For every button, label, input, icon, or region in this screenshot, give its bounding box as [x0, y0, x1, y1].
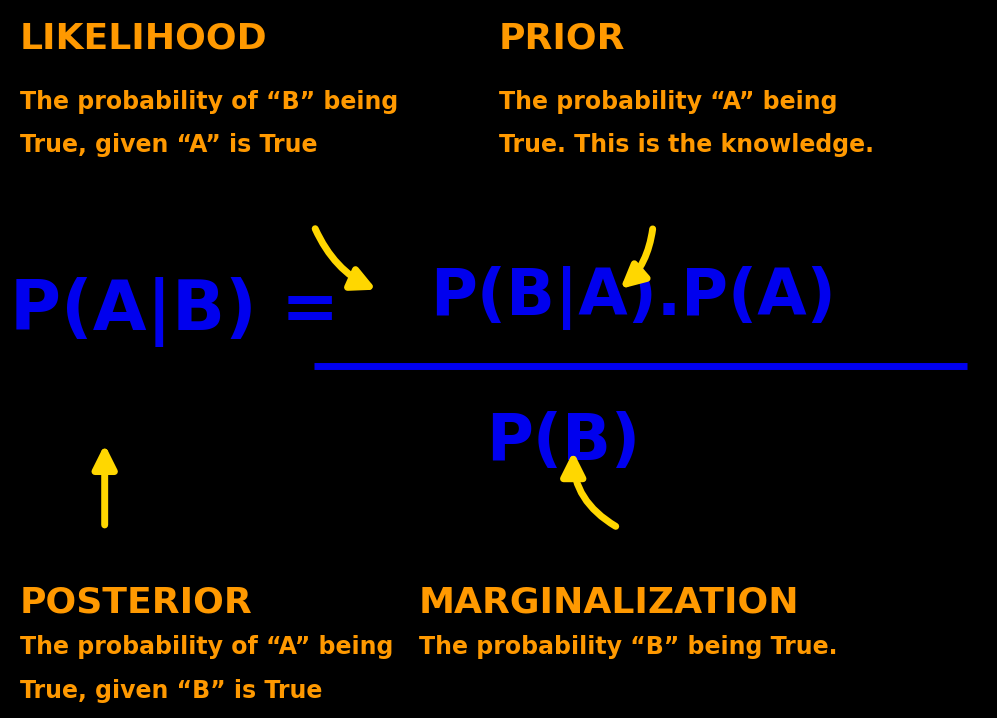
Text: PRIOR: PRIOR	[498, 22, 625, 55]
Text: True, given “B” is True: True, given “B” is True	[20, 679, 322, 702]
Text: MARGINALIZATION: MARGINALIZATION	[419, 585, 800, 619]
Text: The probability “B” being True.: The probability “B” being True.	[419, 635, 837, 659]
Text: True. This is the knowledge.: True. This is the knowledge.	[498, 133, 873, 157]
Text: P(B): P(B)	[487, 411, 640, 472]
Text: The probability of “A” being: The probability of “A” being	[20, 635, 393, 659]
Text: P(B|A).P(A): P(B|A).P(A)	[430, 266, 836, 330]
Text: The probability of “B” being: The probability of “B” being	[20, 90, 398, 113]
Text: True, given “A” is True: True, given “A” is True	[20, 133, 317, 157]
Text: POSTERIOR: POSTERIOR	[20, 585, 252, 619]
Text: LIKELIHOOD: LIKELIHOOD	[20, 22, 267, 55]
Text: P(A|B) =: P(A|B) =	[10, 277, 339, 348]
Text: The probability “A” being: The probability “A” being	[498, 90, 837, 113]
